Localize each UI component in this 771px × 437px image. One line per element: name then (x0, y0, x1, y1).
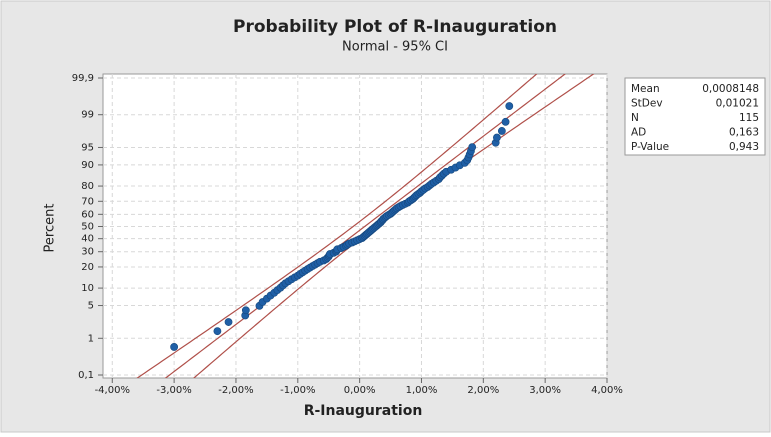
x-tick-label: 0,00% (344, 385, 376, 396)
data-point (170, 343, 179, 351)
ci-lower (136, 74, 538, 378)
y-tick-label: 70 (81, 196, 94, 207)
y-tick-label: 60 (81, 209, 94, 220)
data-point (468, 143, 477, 152)
stat-name: StDev (631, 98, 663, 110)
y-tick-label: 0,1 (78, 370, 94, 381)
data-point (497, 127, 506, 135)
stat-name: AD (631, 127, 646, 139)
stat-name: N (631, 112, 639, 124)
stat-value: 0,163 (729, 127, 759, 139)
y-tick-label: 40 (81, 234, 94, 245)
y-tick-label: 80 (81, 181, 94, 192)
stat-name: P-Value (631, 141, 669, 153)
chart-title: Probability Plot of R-Inauguration (233, 17, 557, 37)
y-tick-label: 99,9 (72, 73, 94, 84)
chart-subtitle: Normal - 95% CI (342, 40, 448, 55)
stat-value: 0,0008148 (702, 83, 759, 95)
x-tick-label: 2,00% (467, 385, 499, 396)
y-tick-label: 90 (81, 160, 94, 171)
y-tick-label: 5 (88, 301, 94, 312)
x-tick-label: 3,00% (529, 385, 561, 396)
x-axis-label: R-Inauguration (304, 403, 423, 419)
x-tick-label: 4,00% (591, 385, 623, 396)
x-tick-label: -3,00% (156, 385, 191, 396)
y-tick-label: 1 (88, 333, 94, 344)
x-tick-label: -1,00% (280, 385, 315, 396)
stat-value: 0,01021 (716, 98, 759, 110)
data-point (213, 327, 222, 336)
data-point (241, 306, 250, 315)
y-tick-label: 50 (81, 222, 94, 233)
y-tick-label: 10 (81, 283, 94, 294)
x-tick-label: -2,00% (218, 385, 253, 396)
y-tick-label: 20 (81, 262, 94, 273)
stat-name: Mean (631, 83, 660, 95)
stat-value: 0,943 (729, 141, 759, 153)
x-tick-label: -4,00% (95, 385, 130, 396)
data-point (505, 102, 514, 110)
y-tick-label: 30 (81, 247, 94, 258)
data-point (493, 133, 501, 142)
data-point (224, 318, 233, 326)
data-point (501, 117, 510, 126)
x-tick-label: 1,00% (406, 385, 438, 396)
fit-line (164, 74, 567, 378)
y-axis-label: Percent (43, 204, 58, 253)
stats-box (624, 77, 766, 156)
y-tick-label: 99 (81, 110, 94, 121)
stat-value: 115 (739, 112, 759, 124)
y-tick-label: 95 (81, 142, 94, 153)
